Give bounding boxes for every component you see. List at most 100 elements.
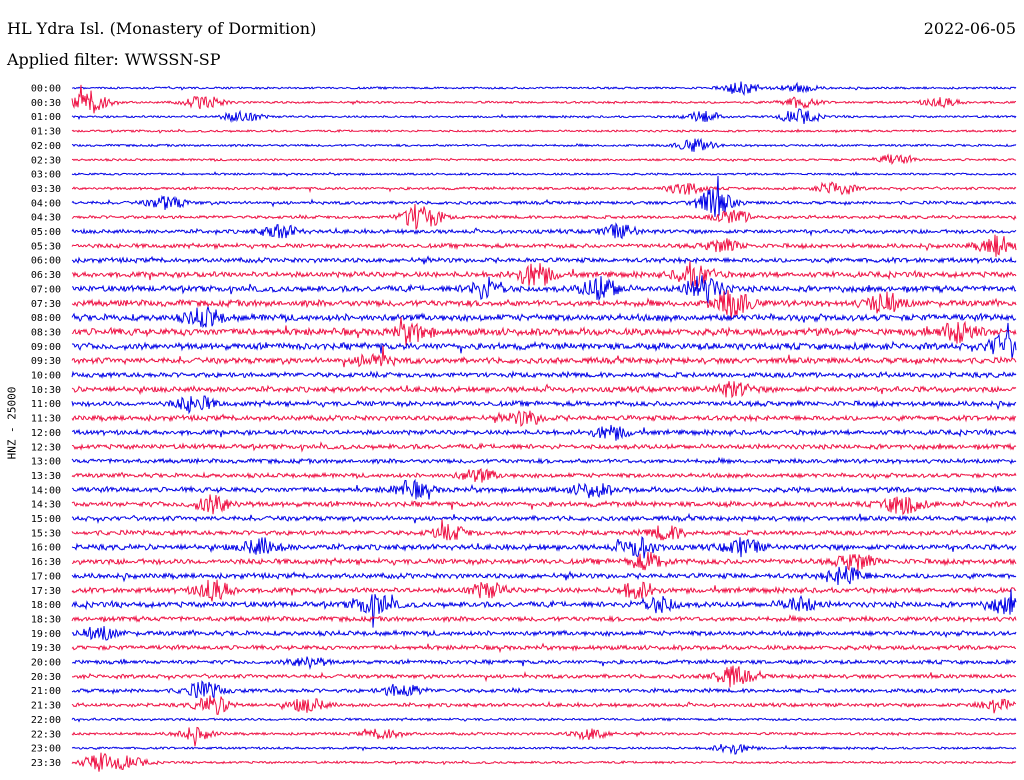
trace-line xyxy=(71,665,1017,688)
row-label: 19:00 xyxy=(31,629,61,640)
trace-line xyxy=(71,306,1017,329)
row-label: 00:00 xyxy=(31,84,61,95)
trace-line xyxy=(71,261,1017,290)
record-date: 2022-06-05 xyxy=(923,19,1016,38)
row-label: 01:00 xyxy=(31,112,61,123)
row-label: 03:30 xyxy=(31,184,61,195)
row-label: 06:00 xyxy=(31,256,61,267)
trace-line xyxy=(71,345,1017,368)
row-label: 19:30 xyxy=(31,643,61,654)
trace-line xyxy=(71,589,1017,628)
row-label: 14:00 xyxy=(31,485,61,496)
trace-line xyxy=(71,381,1017,399)
trace-line xyxy=(71,234,1017,257)
trace-line xyxy=(71,743,1017,755)
trace-line xyxy=(71,566,1017,586)
trace-line xyxy=(71,409,1017,427)
row-label: 11:30 xyxy=(31,414,61,425)
row-label: 20:30 xyxy=(31,672,61,683)
trace-line xyxy=(71,512,1017,525)
trace-line xyxy=(71,467,1017,483)
trace-line xyxy=(71,222,1017,240)
row-label: 07:00 xyxy=(31,284,61,295)
trace-line xyxy=(71,551,1017,571)
row-label: 08:30 xyxy=(31,327,61,338)
row-label: 16:00 xyxy=(31,543,61,554)
row-label: 02:30 xyxy=(31,155,61,166)
row-label: 18:30 xyxy=(31,614,61,625)
trace-line xyxy=(71,680,1017,699)
row-label: 23:30 xyxy=(31,758,61,769)
row-label: 04:00 xyxy=(31,198,61,209)
trace-line xyxy=(71,175,1017,217)
row-label: 12:00 xyxy=(31,428,61,439)
trace-line xyxy=(71,726,1017,747)
trace-line xyxy=(71,494,1017,516)
trace-line xyxy=(71,181,1017,196)
row-label: 14:30 xyxy=(31,500,61,511)
filter-line: Applied filter: WWSSN-SP xyxy=(7,50,220,70)
row-label: 15:30 xyxy=(31,528,61,539)
row-label: 22:00 xyxy=(31,715,61,726)
trace-line xyxy=(71,478,1017,500)
trace-line xyxy=(71,128,1017,134)
trace-line xyxy=(71,395,1017,415)
row-label: 05:00 xyxy=(31,227,61,238)
row-label: 08:00 xyxy=(31,313,61,324)
row-label: 06:30 xyxy=(31,270,61,281)
trace-line xyxy=(71,717,1017,723)
station-title: HL Ydra Isl. (Monastery of Dormition) xyxy=(7,19,317,38)
trace-line xyxy=(71,171,1017,177)
row-label: 12:30 xyxy=(31,442,61,453)
row-label: 18:00 xyxy=(31,600,61,611)
trace-line xyxy=(72,424,1017,441)
row-label: 01:30 xyxy=(31,127,61,138)
row-label: 13:30 xyxy=(31,471,61,482)
trace-line xyxy=(71,322,1017,359)
row-label: 10:00 xyxy=(31,371,61,382)
row-label: 07:30 xyxy=(31,299,61,310)
row-label: 17:00 xyxy=(31,571,61,582)
row-label: 21:30 xyxy=(31,701,61,712)
trace-line xyxy=(71,614,1017,624)
row-label: 23:00 xyxy=(31,744,61,755)
trace-line xyxy=(71,536,1017,559)
row-label: 03:00 xyxy=(31,170,61,181)
trace-line xyxy=(71,317,1017,346)
filter-value: WWSSN-SP xyxy=(124,50,221,69)
row-label: 22:30 xyxy=(31,729,61,740)
trace-line xyxy=(71,255,1017,265)
trace-line xyxy=(71,579,1017,602)
row-label: 16:30 xyxy=(31,557,61,568)
row-label: 20:00 xyxy=(31,658,61,669)
trace-line xyxy=(71,84,1017,114)
trace-line xyxy=(71,519,1017,541)
trace-line xyxy=(71,456,1017,466)
row-label: 17:30 xyxy=(31,586,61,597)
row-label: 15:00 xyxy=(31,514,61,525)
row-label: 13:00 xyxy=(31,457,61,468)
row-label: 09:00 xyxy=(31,342,61,353)
trace-line xyxy=(71,153,1017,165)
trace-line xyxy=(71,441,1017,453)
trace-line xyxy=(71,656,1017,670)
row-label: 10:30 xyxy=(31,385,61,396)
trace-line xyxy=(71,290,1017,319)
trace-line xyxy=(71,81,1017,97)
trace-line xyxy=(71,626,1017,641)
row-label: 04:30 xyxy=(31,213,61,224)
row-label: 05:30 xyxy=(31,241,61,252)
row-label: 11:00 xyxy=(31,399,61,410)
trace-line xyxy=(71,695,1017,715)
trace-line xyxy=(71,752,1017,772)
row-label: 09:30 xyxy=(31,356,61,367)
row-label: 00:30 xyxy=(31,98,61,109)
trace-line xyxy=(71,275,1017,304)
filter-label: Applied filter: xyxy=(7,50,119,69)
trace-line xyxy=(71,108,1017,125)
trace-line xyxy=(71,137,1017,152)
trace-line xyxy=(71,370,1017,380)
trace-line xyxy=(71,642,1016,654)
row-label: 21:00 xyxy=(31,686,61,697)
